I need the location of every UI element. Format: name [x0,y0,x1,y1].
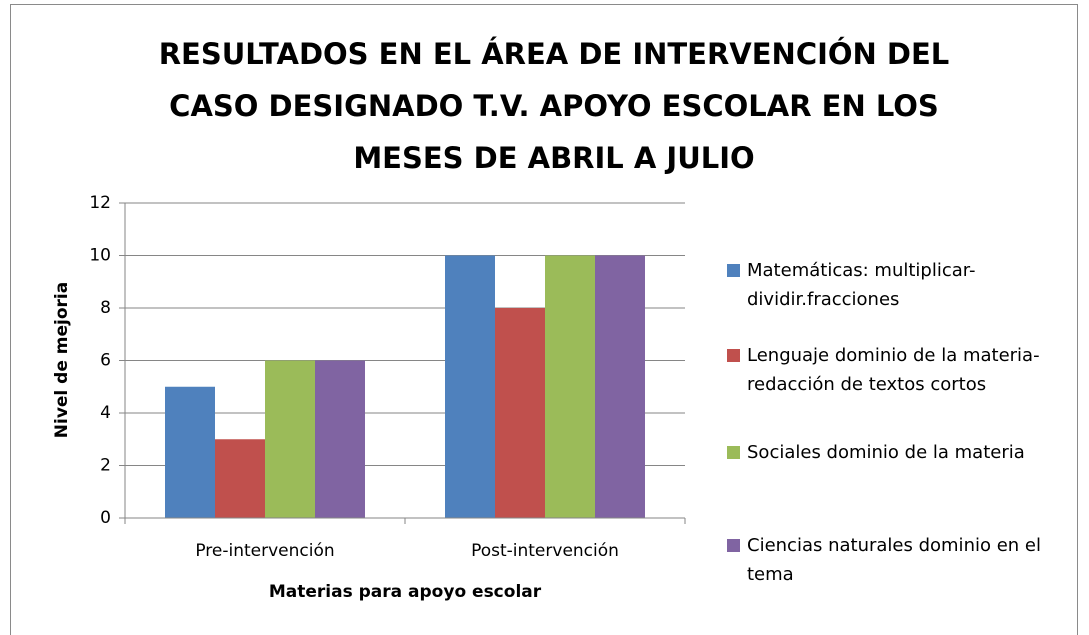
chart-frame [10,4,1078,635]
bar [495,308,545,518]
legend-item: Sociales dominio de la materia [727,438,1067,467]
bar [165,386,215,518]
chart-title: RESULTADOS EN EL ÁREA DE INTERVENCIÓN DE… [158,37,950,175]
y-tick-label: 2 [100,456,111,476]
y-axis-title: Nivel de mejoria [52,282,72,438]
legend-swatch [727,446,740,459]
legend-item: Ciencias naturales dominio en el tema [727,531,1067,589]
bar [215,439,265,518]
y-tick-label: 6 [100,351,111,371]
y-tick-label: 8 [100,298,111,318]
bar [265,360,315,518]
legend-swatch [727,349,740,362]
y-tick-label: 12 [89,193,111,213]
legend-label: Lenguaje dominio de la materia-redacción… [747,345,1040,395]
legend-label: Ciencias naturales dominio en el tema [747,535,1041,585]
x-axis-title: Materias para apoyo escolar [269,582,542,602]
x-tick-label: Pre-intervención [195,541,334,561]
bar [595,255,645,518]
legend-swatch [727,539,740,552]
bar [445,255,495,518]
bar [315,360,365,518]
y-tick-label: 10 [89,246,111,266]
legend-item: Lenguaje dominio de la materia-redacción… [727,341,1067,399]
legend-label: Sociales dominio de la materia [747,442,1025,463]
legend-swatch [727,264,740,277]
y-tick-label: 4 [100,403,111,423]
x-tick-label: Post-intervención [471,541,619,561]
bar [545,255,595,518]
legend-item: Matemáticas: multiplicar-dividir.fraccio… [727,256,1067,314]
y-tick-label: 0 [100,508,111,528]
legend-label: Matemáticas: multiplicar-dividir.fraccio… [747,260,976,310]
